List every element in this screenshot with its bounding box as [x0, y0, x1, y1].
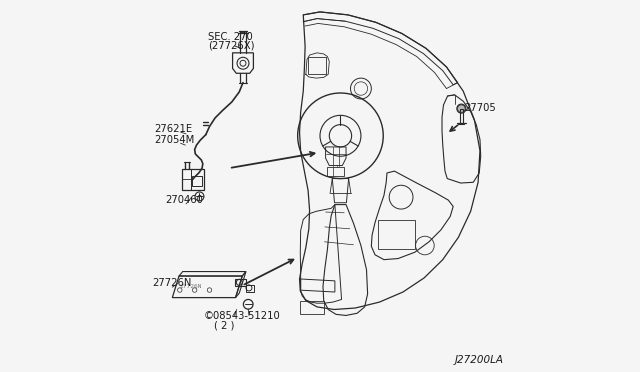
- Text: 27054M: 27054M: [154, 135, 195, 145]
- Bar: [378, 220, 415, 249]
- Text: 27621E: 27621E: [154, 124, 193, 134]
- Text: SEC. 270: SEC. 270: [207, 32, 252, 42]
- Bar: [300, 301, 324, 314]
- Circle shape: [458, 105, 465, 112]
- Bar: [235, 279, 246, 286]
- Text: 27705: 27705: [465, 103, 496, 113]
- Text: ( 2 ): ( 2 ): [214, 320, 234, 330]
- Text: 27726N: 27726N: [152, 278, 191, 288]
- Text: J27200LA: J27200LA: [455, 355, 504, 365]
- Bar: [246, 285, 254, 292]
- Text: 27726N: 27726N: [180, 284, 202, 289]
- Text: (27726X): (27726X): [207, 40, 254, 50]
- Bar: [308, 57, 326, 74]
- Text: ©08543-51210: ©08543-51210: [204, 311, 281, 321]
- Text: 270460: 270460: [166, 195, 204, 205]
- Bar: [460, 109, 463, 123]
- Bar: [182, 169, 204, 190]
- Bar: [192, 176, 202, 186]
